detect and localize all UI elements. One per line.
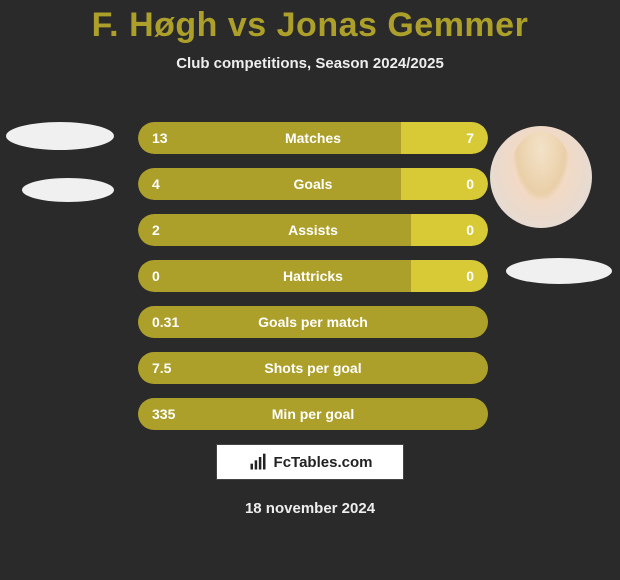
player-right-ellipse	[506, 258, 612, 284]
player-left-ellipse-2	[22, 178, 114, 202]
date-text: 18 november 2024	[0, 500, 620, 517]
stat-row: 335 Min per goal	[138, 398, 488, 430]
stat-row: 4 Goals 0	[138, 168, 488, 200]
stat-row: 13 Matches 7	[138, 122, 488, 154]
stats-container: 13 Matches 7 4 Goals 0 2 Assists 0 0 Hat…	[138, 122, 488, 444]
stat-label: Goals per match	[138, 306, 488, 338]
stat-label: Assists	[138, 214, 488, 246]
stat-label: Shots per goal	[138, 352, 488, 384]
fctables-logo-link[interactable]: FcTables.com	[216, 444, 404, 480]
subtitle: Club competitions, Season 2024/2025	[0, 55, 620, 72]
stat-label: Min per goal	[138, 398, 488, 430]
player-left-ellipse-1	[6, 122, 114, 150]
chart-bars-icon	[248, 452, 268, 472]
stat-value-right: 7	[466, 122, 474, 154]
stat-row: 0 Hattricks 0	[138, 260, 488, 292]
stat-row: 7.5 Shots per goal	[138, 352, 488, 384]
stat-value-right: 0	[466, 260, 474, 292]
stat-label: Matches	[138, 122, 488, 154]
player-right-avatar	[490, 126, 592, 228]
page-title: F. Høgh vs Jonas Gemmer	[0, 0, 620, 45]
stat-label: Goals	[138, 168, 488, 200]
stat-value-right: 0	[466, 168, 474, 200]
stat-row: 2 Assists 0	[138, 214, 488, 246]
stat-value-right: 0	[466, 214, 474, 246]
stat-label: Hattricks	[138, 260, 488, 292]
stat-row: 0.31 Goals per match	[138, 306, 488, 338]
logo-text: FcTables.com	[274, 454, 373, 471]
